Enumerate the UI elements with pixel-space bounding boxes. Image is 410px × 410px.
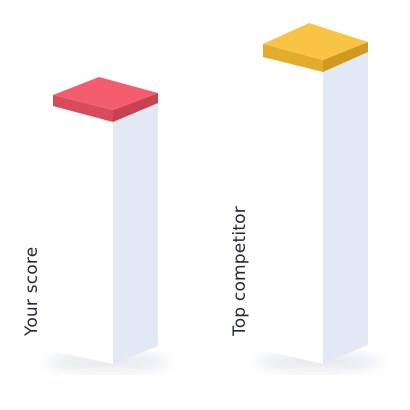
- top-competitor-pillar-top-edge-side: [323, 42, 368, 72]
- your-score-pillar: Your score: [22, 77, 170, 371]
- top-competitor-pillar-top-edge-front: [263, 44, 323, 72]
- top-competitor-pillar-top: [263, 23, 368, 60]
- top-competitor-label: Top competitor: [230, 206, 250, 337]
- your-score-pillar-front: [53, 102, 113, 364]
- your-score-pillar-top-edge-front: [53, 95, 113, 122]
- your-score-pillar-side: [113, 95, 158, 364]
- top-competitor-pillar-side: [323, 52, 368, 364]
- your-score-pillar-top: [53, 77, 158, 110]
- your-score-pillar-top-edge-side: [113, 93, 158, 122]
- top-competitor-pillar: Top competitor: [230, 23, 380, 371]
- top-competitor-pillar-front: [263, 55, 323, 364]
- your-score-label: Your score: [22, 247, 42, 337]
